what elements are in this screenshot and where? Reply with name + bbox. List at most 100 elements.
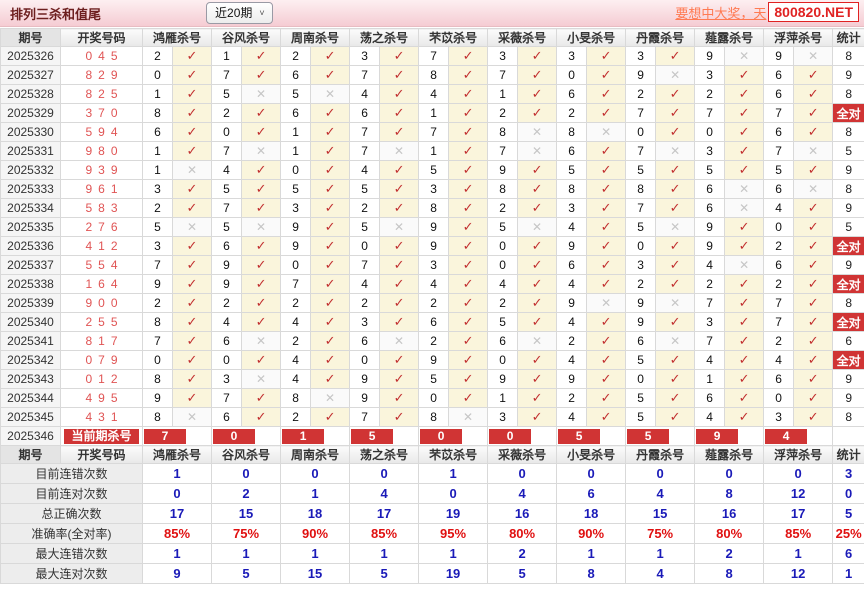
range-select-value: 近20期 (215, 6, 253, 20)
kill-result-cell: ✓ (448, 179, 489, 199)
kill-number-cell: 5 (211, 84, 243, 104)
kill-number-cell: 0 (142, 350, 173, 370)
check-icon: ✓ (600, 181, 612, 196)
column-header-expert: 丹霞杀号 (625, 445, 696, 464)
kill-result-cell: ✓ (586, 84, 627, 104)
promo-link[interactable]: 要想中大奖，天 (675, 5, 767, 21)
summary-value: 5 (487, 563, 558, 584)
table-row: 2025339 900 2 ✓ 2 ✓ 2 ✓ 2 ✓ 2 ✓ 2 ✓ 9 ✕ 9 ✕ 7 ✓ 7 ✓ 8 (0, 293, 864, 313)
check-icon: ✓ (600, 314, 612, 329)
kill-number-cell: 6 (418, 312, 450, 332)
current-kill-cell: 7 (141, 426, 213, 446)
kill-result-cell: ✓ (241, 179, 282, 199)
kill-result-cell: ✓ (171, 331, 213, 351)
check-icon: ✓ (669, 105, 681, 120)
check-icon: ✓ (255, 276, 267, 291)
kill-number-cell: 4 (556, 274, 588, 294)
cross-icon: ✕ (739, 201, 750, 215)
all-correct-badge: 全对 (832, 274, 864, 294)
kill-result-cell: ✓ (517, 293, 558, 313)
check-icon: ✓ (255, 200, 267, 215)
kill-number-cell: 4 (280, 369, 312, 389)
check-icon: ✓ (669, 200, 681, 215)
kill-result-cell: ✓ (310, 236, 351, 256)
check-icon: ✓ (255, 390, 267, 405)
table-row: 2025326 045 2 ✓ 1 ✓ 2 ✓ 3 ✓ 7 ✓ 3 ✓ 3 ✓ 3 ✓ 9 ✕ 9 ✕ 8 (0, 46, 864, 66)
kill-number-cell: 3 (556, 46, 588, 66)
kill-number-cell: 5 (142, 217, 173, 237)
kill-number-cell: 3 (418, 255, 450, 275)
kill-result-cell: ✓ (310, 141, 351, 161)
summary-value: 16 (694, 503, 765, 524)
check-icon: ✓ (255, 409, 267, 424)
kill-result-cell: ✓ (724, 217, 765, 237)
table-row: 2025341 817 7 ✓ 6 ✕ 2 ✓ 6 ✕ 2 ✓ 6 ✕ 2 ✓ 6 ✕ 7 ✓ 2 ✓ 6 (0, 331, 864, 351)
kill-result-cell: ✓ (310, 331, 351, 351)
kill-number-cell: 2 (280, 293, 312, 313)
table-row: 2025335 276 5 ✕ 5 ✕ 9 ✓ 5 ✕ 9 ✓ 5 ✕ 4 ✓ 5 ✕ 9 ✓ 0 ✓ 5 (0, 217, 864, 237)
check-icon: ✓ (807, 257, 819, 272)
kill-number-cell: 7 (142, 255, 173, 275)
kill-result-cell: ✓ (241, 274, 282, 294)
range-select[interactable]: 近20期 ˅ (206, 2, 273, 24)
table-row: 2025338 164 9 ✓ 9 ✓ 7 ✓ 4 ✓ 4 ✓ 4 ✓ 4 ✓ 2 ✓ 2 ✓ 2 ✓ 全对 (0, 274, 864, 294)
kill-result-cell: ✓ (586, 198, 627, 218)
kill-number-cell: 7 (694, 103, 726, 123)
check-icon: ✓ (738, 143, 750, 158)
kill-result-cell: ✓ (655, 103, 696, 123)
check-icon: ✓ (531, 105, 543, 120)
check-icon: ✓ (738, 352, 750, 367)
kill-number-cell: 9 (280, 236, 312, 256)
kill-number-cell: 2 (694, 274, 726, 294)
period-cell: 2025327 (0, 65, 61, 85)
kill-result-cell: ✕ (310, 388, 351, 408)
check-icon: ✓ (393, 86, 405, 101)
kill-result-cell: ✓ (171, 369, 213, 389)
summary-value: 90% (556, 523, 627, 544)
check-icon: ✓ (186, 181, 198, 196)
kill-number-cell: 5 (694, 160, 726, 180)
summary-value: 8 (556, 563, 627, 584)
column-header-stat: 统计 (832, 28, 864, 47)
summary-value: 12 (763, 483, 834, 504)
kill-number-cell: 2 (556, 388, 588, 408)
kill-result-cell: ✓ (517, 350, 558, 370)
summary-value: 1 (625, 543, 696, 564)
summary-value: 18 (280, 503, 351, 524)
kill-result-cell: ✕ (655, 141, 696, 161)
check-icon: ✓ (669, 352, 681, 367)
promo-site-link[interactable]: 800820.NET (768, 2, 859, 22)
check-icon: ✓ (255, 67, 267, 82)
check-icon: ✓ (255, 314, 267, 329)
stat-cell: 9 (832, 65, 864, 85)
summary-value: 4 (625, 563, 696, 584)
column-header-period: 期号 (0, 445, 61, 464)
kill-result-cell: ✓ (586, 46, 627, 66)
kill-result-cell: ✓ (310, 65, 351, 85)
kill-result-cell: ✓ (586, 274, 627, 294)
current-kill-cell: 0 (211, 426, 282, 446)
kill-number-cell: 6 (211, 331, 243, 351)
kill-number-cell: 3 (763, 407, 795, 427)
stat-cell: 5 (832, 141, 864, 161)
kill-result-cell: ✕ (655, 65, 696, 85)
draw-numbers-cell: 829 (60, 65, 143, 85)
kill-result-cell: ✓ (379, 84, 420, 104)
kill-number-cell: 7 (349, 141, 381, 161)
kill-number-cell: 2 (418, 293, 450, 313)
table-row: 2025334 583 2 ✓ 7 ✓ 3 ✓ 2 ✓ 8 ✓ 2 ✓ 3 ✓ 7 ✓ 6 ✕ 4 ✓ 9 (0, 198, 864, 218)
check-icon: ✓ (738, 86, 750, 101)
kill-result-cell: ✓ (379, 293, 420, 313)
check-icon: ✓ (186, 295, 198, 310)
kill-number-cell: 6 (280, 65, 312, 85)
kill-number-cell: 6 (349, 103, 381, 123)
kill-number-cell: 6 (625, 331, 657, 351)
summary-value: 1 (556, 543, 627, 564)
check-icon: ✓ (255, 352, 267, 367)
draw-numbers-cell: 431 (60, 407, 143, 427)
kill-result-cell: ✕ (517, 331, 558, 351)
check-icon: ✓ (600, 105, 612, 120)
current-kill-badge: 1 (282, 428, 325, 444)
kill-number-cell: 1 (142, 141, 173, 161)
summary-value: 5 (349, 563, 420, 584)
